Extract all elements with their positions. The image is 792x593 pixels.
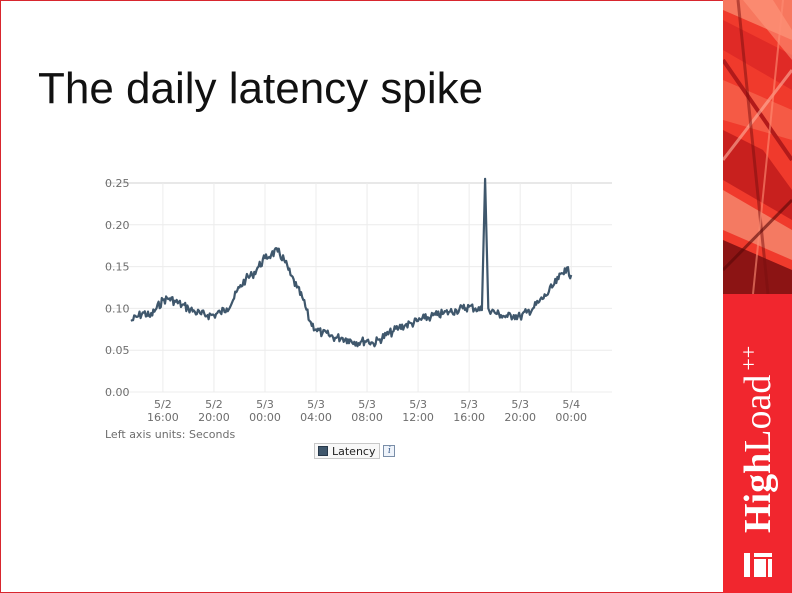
x-tick-date: 5/3 [409,398,427,411]
x-tick-date: 5/3 [256,398,274,411]
legend-label: Latency [332,444,376,458]
x-tick-time: 08:00 [351,411,383,424]
legend-swatch [318,446,328,456]
brand-panel [723,294,792,593]
y-tick-label: 0.05 [105,344,130,357]
y-tick-label: 0.10 [105,302,130,315]
x-tick-time: 20:00 [504,411,536,424]
x-tick-date: 5/3 [460,398,478,411]
x-tick-date: 5/4 [562,398,580,411]
legend-item-latency[interactable]: Latency [314,443,381,459]
series-line-latency [130,177,573,348]
x-tick-time: 00:00 [555,411,587,424]
x-tick-time: 00:00 [249,411,281,424]
x-tick-time: 16:00 [147,411,179,424]
x-tick-date: 5/2 [154,398,172,411]
y-tick-label: 0.25 [105,177,130,190]
x-tick-time: 16:00 [453,411,485,424]
slide-title: The daily latency spike [38,64,484,113]
x-tick-date: 5/3 [358,398,376,411]
y-axis: 0.00 0.05 0.10 0.15 0.20 0.25 [105,177,130,399]
x-tick-date: 5/3 [307,398,325,411]
x-tick-time: 04:00 [300,411,332,424]
brand-logo: HighLoad++ [723,293,792,593]
y-tick-label: 0.15 [105,261,130,274]
x-tick-date: 5/2 [205,398,223,411]
x-tick-date: 5/3 [511,398,529,411]
chart-grid [105,182,612,393]
series-layer [130,177,573,348]
info-icon[interactable]: i [383,445,396,457]
highload-logo-icon [743,553,772,577]
y-tick-label: 0.00 [105,386,130,399]
y-tick-label: 0.20 [105,219,130,232]
axis-units-note: Left axis units: Seconds [105,428,235,441]
chart-legend[interactable]: Latency i [314,443,396,459]
x-tick-time: 12:00 [402,411,434,424]
geometric-pattern [723,0,792,295]
x-axis: 5/216:005/220:005/300:005/304:005/308:00… [147,398,587,424]
x-tick-time: 20:00 [198,411,230,424]
